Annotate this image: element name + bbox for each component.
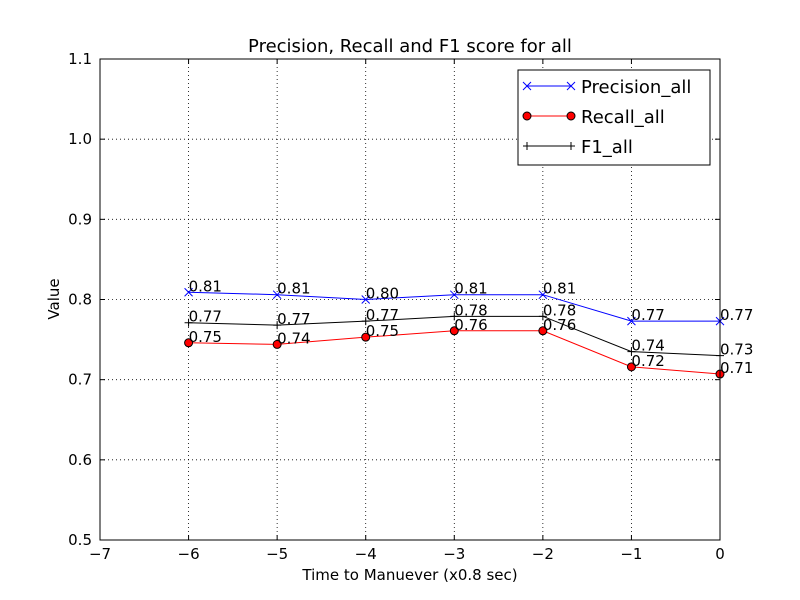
y-tick-label: 0.6 (68, 451, 92, 469)
data-label-Recall_all: 0.76 (543, 316, 576, 334)
point-F1_all (450, 312, 459, 321)
series-layer (184, 287, 725, 379)
point-Precision_all (449, 290, 459, 300)
legend: Precision_all Recall_all F1_all (517, 69, 711, 166)
y-tick-label: 0.5 (68, 531, 92, 549)
point-Precision_all-stroke (538, 290, 548, 300)
data-label-Precision_all: 0.77 (631, 306, 664, 324)
y-tick-label: 1.0 (68, 130, 92, 148)
point-Precision_all (627, 316, 636, 326)
legend-entry-Recall_all: Recall_all (522, 107, 665, 128)
point-Recall_all (361, 332, 371, 342)
legend-marker (522, 111, 532, 121)
x-axis-title: Time to Manuever (x0.8 sec) (301, 566, 517, 584)
point-F1_all (273, 321, 282, 330)
point-F1_all (184, 318, 193, 327)
y-tick-label: 0.9 (68, 210, 92, 228)
point-Precision_all (184, 287, 193, 297)
data-label-F1_all: 0.74 (631, 337, 664, 355)
x-tick-label: −6 (178, 545, 200, 563)
data-label-F1_all: 0.78 (543, 301, 576, 319)
point-Precision_all-stroke (627, 316, 636, 326)
chart-title: Precision, Recall and F1 score for all (248, 36, 572, 57)
data-label-F1_all: 0.77 (366, 306, 399, 324)
legend-marker (523, 142, 531, 150)
legend-marker-stroke (566, 81, 576, 91)
legend-label: Precision_all (581, 77, 691, 98)
data-label-Recall_all: 0.75 (366, 322, 399, 340)
series-F1_all (184, 312, 724, 360)
point-Precision_all-stroke (449, 290, 459, 300)
point-F1_all (538, 312, 547, 321)
point-F1_all (627, 347, 636, 356)
data-labels: 0.81 0.81 0.80 0.81 0.810.77 0.770.75 0.74 0.75… (189, 277, 754, 377)
x-tick-label: −2 (532, 545, 554, 563)
series-Precision_all (184, 287, 725, 326)
data-label-F1_all: 0.73 (720, 341, 753, 359)
x-tick-label: 0 (715, 545, 725, 563)
legend-label: F1_all (581, 137, 633, 158)
data-label-Recall_all: 0.71 (720, 359, 753, 377)
axis-ticks: −7 −6 −5 −4 −3 −2 −1 0 0.5 0.6 0.7 0.8 0.9 1.0 1.1 (68, 50, 725, 563)
point-Precision_all-stroke (361, 295, 371, 304)
legend-marker (522, 81, 532, 91)
data-label-F1_all: 0.77 (277, 310, 310, 328)
y-axis-title: Value (45, 278, 63, 319)
point-Recall_all (538, 326, 548, 336)
point-Precision_all-stroke (272, 290, 282, 300)
x-tick-label: −4 (355, 545, 377, 563)
legend-entry-Precision_all: Precision_all (522, 77, 691, 98)
point-F1_all (361, 317, 370, 326)
point-Precision_all (538, 290, 548, 300)
x-tick-label: −3 (443, 545, 465, 563)
data-label-Precision_all: 0.77 (720, 306, 753, 324)
y-tick-label: 0.8 (68, 291, 92, 309)
legend-entry-F1_all: F1_all (523, 137, 633, 158)
legend-marker-stroke (522, 81, 532, 91)
data-label-Precision_all: 0.81 (454, 280, 487, 298)
data-label-Recall_all: 0.75 (189, 328, 222, 346)
data-label-Precision_all: 0.81 (189, 277, 222, 295)
point-Precision_all (272, 290, 282, 300)
x-tick-label: −7 (89, 545, 111, 563)
legend-marker (566, 111, 576, 121)
point-Precision_all (361, 295, 371, 304)
x-tick-label: −1 (620, 545, 642, 563)
point-Recall_all (449, 326, 459, 336)
legend-marker (566, 81, 576, 91)
legend-label: Recall_all (581, 107, 665, 128)
data-label-Recall_all: 0.76 (454, 316, 487, 334)
point-Recall_all (184, 338, 194, 348)
point-Recall_all (272, 339, 282, 349)
y-tick-label: 1.1 (68, 50, 92, 68)
point-Precision_all-stroke (184, 287, 193, 297)
data-label-Precision_all: 0.81 (277, 280, 310, 298)
y-tick-label: 0.7 (68, 371, 92, 389)
data-label-Precision_all: 0.80 (366, 285, 399, 303)
data-label-Recall_all: 0.74 (277, 329, 310, 347)
data-label-F1_all: 0.78 (454, 301, 487, 319)
x-tick-label: −5 (266, 545, 288, 563)
legend-marker (567, 142, 575, 150)
series-Recall_all (184, 326, 725, 379)
data-label-F1_all: 0.77 (189, 308, 222, 326)
point-Recall_all (626, 362, 636, 372)
data-label-Precision_all: 0.81 (543, 280, 576, 298)
data-label-Recall_all: 0.72 (631, 352, 664, 370)
